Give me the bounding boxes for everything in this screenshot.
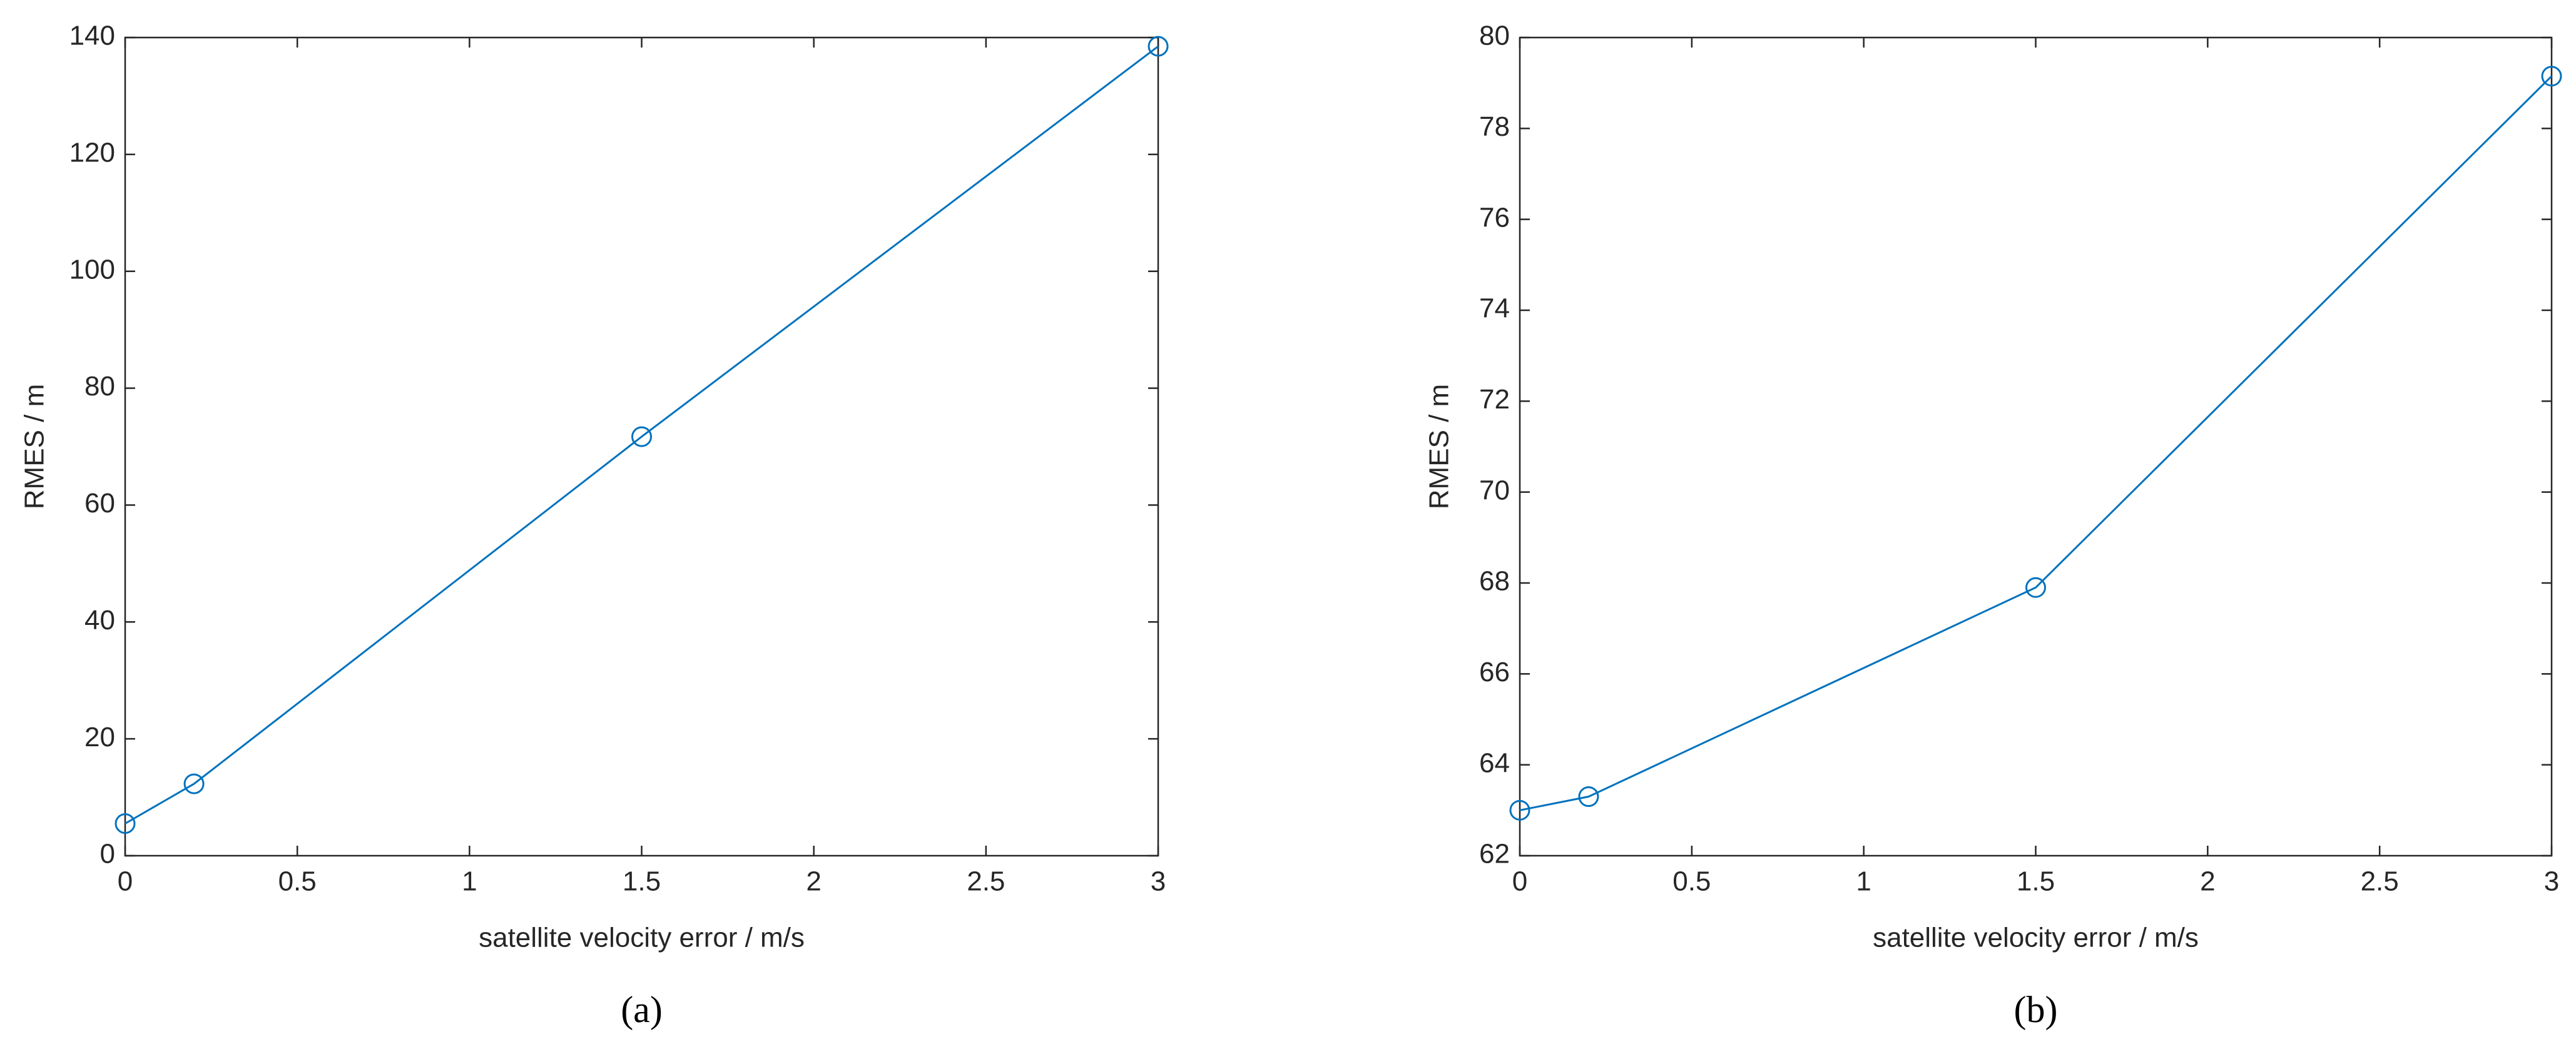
x-tick-label: 0 xyxy=(1512,866,1527,897)
x-axis-label: satellite velocity error / m/s xyxy=(1873,923,2199,953)
x-tick-label: 2.5 xyxy=(967,866,1005,897)
x-tick-label: 3 xyxy=(2544,866,2559,897)
plot-area xyxy=(1519,36,2553,857)
y-tick-label: 100 xyxy=(69,254,115,285)
x-tick-label: 1 xyxy=(462,866,477,897)
y-tick-label: 76 xyxy=(1479,202,1510,233)
y-tick-label: 60 xyxy=(84,488,115,519)
data-marker xyxy=(115,813,136,834)
x-axis-label: satellite velocity error / m/s xyxy=(479,923,805,953)
y-tick-label: 66 xyxy=(1479,657,1510,687)
y-tick-label: 62 xyxy=(1479,839,1510,869)
x-tick-label: 1.5 xyxy=(2017,866,2055,897)
y-tick-label: 40 xyxy=(84,605,115,636)
x-tick-label: 0.5 xyxy=(1672,866,1711,897)
x-tick-label: 1.5 xyxy=(623,866,661,897)
x-tick-label: 1 xyxy=(1856,866,1871,897)
data-marker xyxy=(631,426,652,447)
caption: (a) xyxy=(621,989,663,1030)
y-axis-label: RMES / m xyxy=(19,384,50,509)
y-tick-label: 78 xyxy=(1479,111,1510,142)
y-tick-label: 70 xyxy=(1479,475,1510,505)
y-tick-label: 64 xyxy=(1479,747,1510,778)
data-marker xyxy=(183,773,205,794)
data-marker xyxy=(1509,799,1530,821)
data-marker xyxy=(1578,786,1599,808)
y-tick-label: 20 xyxy=(84,722,115,753)
x-tick-label: 2 xyxy=(2200,866,2215,897)
y-tick-label: 140 xyxy=(69,21,115,51)
x-tick-label: 0.5 xyxy=(278,866,317,897)
y-tick-label: 0 xyxy=(100,839,115,869)
caption: (b) xyxy=(2014,989,2058,1030)
data-marker xyxy=(2025,577,2046,598)
y-tick-label: 80 xyxy=(84,371,115,402)
y-tick-label: 72 xyxy=(1479,384,1510,415)
data-marker xyxy=(2541,66,2562,87)
data-line xyxy=(1519,75,2553,811)
x-tick-label: 3 xyxy=(1151,866,1166,897)
data-marker xyxy=(1148,36,1169,57)
y-tick-label: 68 xyxy=(1479,566,1510,597)
y-tick-label: 74 xyxy=(1479,293,1510,324)
x-tick-label: 2.5 xyxy=(2361,866,2399,897)
y-tick-label: 120 xyxy=(69,137,115,168)
data-line xyxy=(125,45,1159,824)
y-tick-label: 80 xyxy=(1479,21,1510,51)
x-tick-label: 0 xyxy=(118,866,133,897)
x-tick-label: 2 xyxy=(806,866,821,897)
y-axis-label: RMES / m xyxy=(1424,384,1455,509)
